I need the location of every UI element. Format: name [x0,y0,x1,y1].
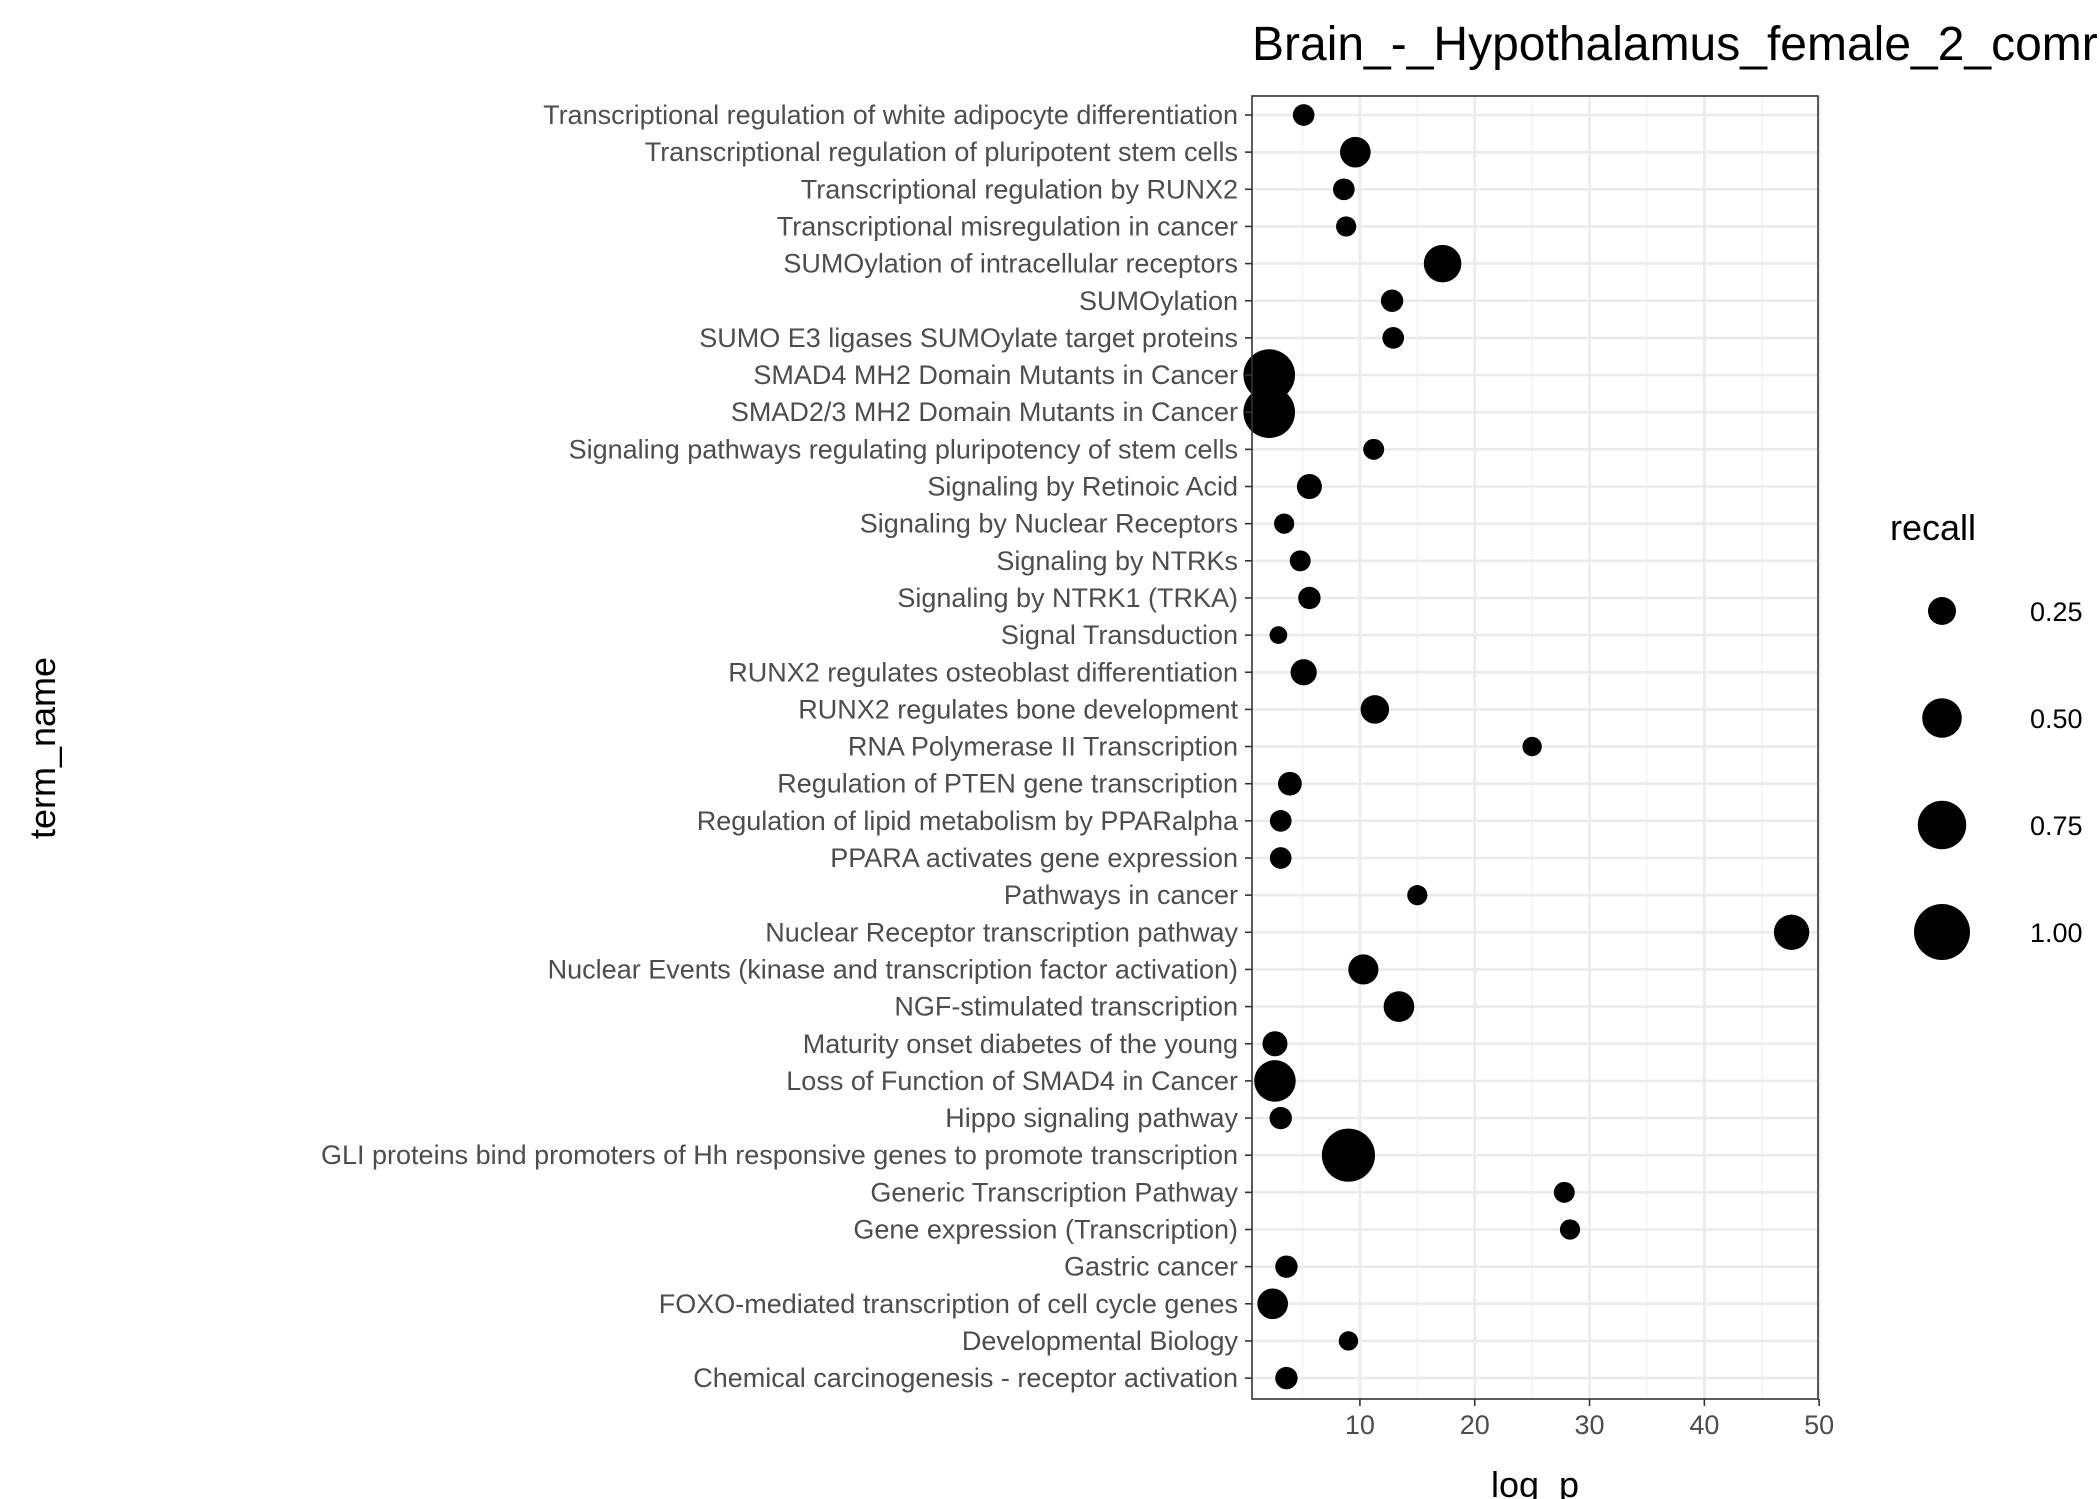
legend-label: 0.25 [2030,597,2083,627]
y-tick-label: PPARA activates gene expression [830,843,1238,873]
y-tick-label: SMAD4 MH2 Domain Mutants in Cancer [753,360,1238,390]
data-point [1423,244,1462,283]
legend-label: 0.50 [2030,704,2083,734]
data-point [1383,991,1415,1022]
data-point [1254,1060,1296,1102]
data-point [1274,513,1295,534]
legend-key [1928,597,1956,625]
y-tick-label: Signaling by Retinoic Acid [927,472,1238,502]
data-point [1269,626,1288,644]
y-tick-label: Regulation of lipid metabolism by PPARal… [697,806,1239,836]
data-point [1348,954,1379,985]
data-point [1338,1331,1359,1351]
data-point [1407,885,1428,906]
data-point [1321,1128,1376,1182]
data-point [1522,736,1542,757]
chart-title: Brain_-_Hypothalamus_female_2_comr [1252,18,2098,71]
data-point [1363,438,1385,460]
y-tick-label: Signaling by NTRKs [996,546,1238,576]
legend-title: recall [1890,507,1976,548]
data-point [1360,695,1390,724]
data-point [1275,1255,1298,1278]
data-point [1262,1031,1288,1057]
data-point [1382,327,1405,349]
x-tick-label: 10 [1345,1410,1375,1440]
y-tick-label: SUMOylation [1079,286,1238,316]
legend: recall 0.25 0.50 0.75 1.00 [1890,507,2083,960]
data-point [1243,386,1296,439]
data-point [1243,349,1296,401]
grid-lines [1252,96,1821,1399]
y-axis-title: term_name [22,657,63,839]
data-point [1269,1106,1292,1130]
x-tick-label: 20 [1460,1410,1490,1440]
data-point [1298,586,1321,610]
x-tick-label: 40 [1689,1410,1719,1440]
data-point [1275,1366,1298,1390]
data-point [1553,1181,1575,1203]
data-point [1257,1288,1289,1320]
data-point [1292,104,1315,126]
data-points [1243,104,1810,1390]
legend-label: 1.00 [2030,918,2083,948]
y-tick-label: Loss of Function of SMAD4 in Cancer [786,1066,1238,1096]
y-tick-label: RNA Polymerase II Transcription [848,732,1238,762]
data-point [1289,550,1311,572]
legend-key [1917,800,1967,850]
y-tick-label: Hippo signaling pathway [945,1103,1238,1133]
legend-label: 0.75 [2030,811,2083,841]
y-tick-label: Gastric cancer [1064,1252,1238,1282]
y-tick-label: Generic Transcription Pathway [870,1177,1238,1207]
y-tick-label: Transcriptional regulation of pluripoten… [645,137,1238,167]
y-tick-label: Transcriptional regulation of white adip… [543,100,1238,130]
y-axis-ticks: Transcriptional regulation of white adip… [321,100,1252,1393]
data-point [1278,771,1302,796]
y-tick-label: Signaling pathways regulating pluripoten… [569,434,1238,464]
x-tick-label: 50 [1804,1410,1834,1440]
data-point [1559,1219,1581,1240]
legend-key [1922,698,1962,738]
y-tick-label: Gene expression (Transcription) [853,1215,1238,1245]
y-tick-label: Maturity onset diabetes of the young [803,1029,1238,1059]
y-tick-label: Transcriptional misregulation in cancer [777,211,1238,241]
y-tick-label: RUNX2 regulates bone development [798,694,1238,724]
data-point [1269,810,1292,832]
y-tick-label: Regulation of PTEN gene transcription [777,769,1238,799]
legend-key [1914,904,1970,960]
x-axis-title: log_p [1491,1464,1579,1499]
y-tick-label: Pathways in cancer [1004,880,1238,910]
x-tick-label: 30 [1575,1410,1605,1440]
y-tick-label: Signaling by NTRK1 (TRKA) [897,583,1238,613]
y-tick-label: RUNX2 regulates osteoblast differentiati… [728,657,1238,687]
data-point [1339,136,1371,168]
y-tick-label: FOXO-mediated transcription of cell cycl… [659,1289,1238,1319]
y-tick-label: Chemical carcinogenesis - receptor activ… [693,1363,1238,1393]
y-tick-label: Nuclear Receptor transcription pathway [765,917,1238,947]
data-point [1290,659,1317,686]
data-point [1296,473,1322,500]
data-point [1336,216,1357,237]
y-tick-label: Nuclear Events (kinase and transcription… [548,954,1238,984]
y-tick-label: Signaling by Nuclear Receptors [860,509,1238,539]
y-tick-label: SMAD2/3 MH2 Domain Mutants in Cancer [731,397,1238,427]
data-point [1380,289,1404,312]
panel-border [1251,95,1819,1400]
y-tick-label: NGF-stimulated transcription [894,992,1238,1022]
data-point [1333,178,1355,201]
data-point [1773,914,1810,951]
plot-panel [1252,96,1821,1399]
y-tick-label: SUMOylation of intracellular receptors [783,249,1238,279]
y-tick-label: SUMO E3 ligases SUMOylate target protein… [699,323,1238,353]
x-axis-ticks: 10 20 30 40 50 [1345,1399,1834,1440]
y-tick-label: Transcriptional regulation by RUNX2 [801,174,1238,204]
y-tick-label: Developmental Biology [962,1326,1239,1356]
y-tick-label: GLI proteins bind promoters of Hh respon… [321,1140,1238,1170]
data-point [1269,847,1292,869]
y-tick-label: Signal Transduction [1001,620,1238,650]
